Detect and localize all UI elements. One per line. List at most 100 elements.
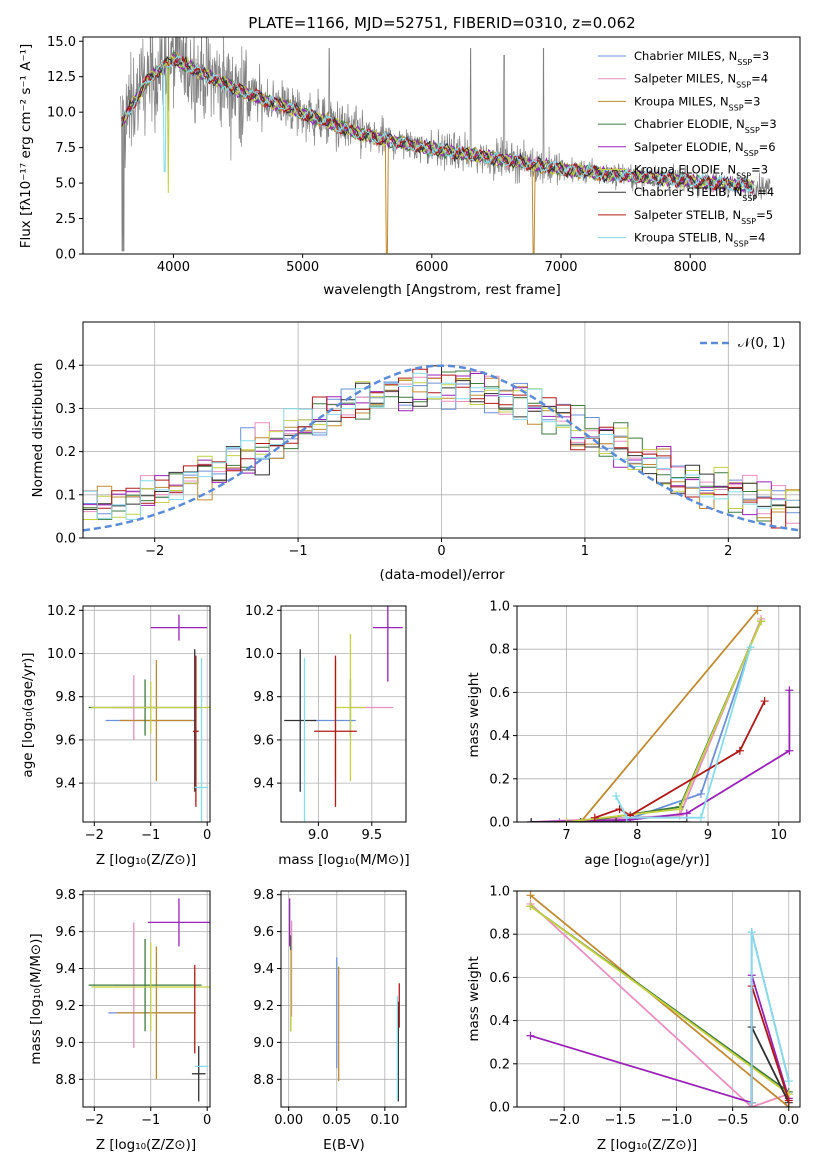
wAge-xtick-label-2: 9 bbox=[704, 828, 712, 843]
ageM-xlabel: mass [log₁₀(M/M⊙)] bbox=[278, 852, 409, 868]
histogram-xtick-label-1: −1 bbox=[289, 544, 308, 559]
ageZ-xtick-label-2: 0 bbox=[203, 828, 211, 843]
mZ-ylabel: mass [log₁₀(M/M⊙)] bbox=[28, 933, 44, 1064]
legend-entry-sub-3: SSP bbox=[745, 126, 760, 135]
wAge-ytick-label-5: 1.0 bbox=[489, 600, 510, 615]
wAge-marker-8-2 bbox=[696, 813, 705, 822]
wAge-xtick-label-1: 8 bbox=[633, 828, 641, 843]
wZ-series-1 bbox=[529, 903, 790, 1107]
ageM-xtick-label-0: 9.0 bbox=[308, 828, 329, 843]
wAge-marker-2-1 bbox=[753, 606, 762, 615]
wZ-ytick-label-5: 1.0 bbox=[489, 885, 510, 900]
wZ-series-6 bbox=[750, 1026, 790, 1104]
legend-entry-n-1: =4 bbox=[751, 72, 768, 86]
weight-vs-metallicity-plot: −2.0 −1.5 −1.0 −0.5 0.0 0.0 0.2 0.4 0.6 0.8 1.0 bbox=[489, 885, 801, 1128]
wAge-ytick-label-2: 0.4 bbox=[489, 729, 510, 744]
spectrum-xtick-label-3: 7000 bbox=[544, 260, 577, 275]
wZ-ytick-label-3: 0.6 bbox=[489, 971, 510, 986]
ageZ-frame bbox=[82, 605, 211, 823]
wAge-ytick-label-0: 0.0 bbox=[489, 816, 510, 831]
wZ-xtick-label-0: −2.0 bbox=[548, 1113, 580, 1128]
wAge-marker-3-0 bbox=[576, 818, 585, 822]
spectrum-ytick-label-1: 2.5 bbox=[55, 212, 76, 227]
spectrum-data bbox=[120, 37, 771, 254]
ageZ-xtick-label-0: −2 bbox=[85, 828, 104, 843]
legend-entry-3: Chabrier ELODIE, NSSP=3 bbox=[634, 117, 777, 135]
age-vs-metallicity-plot: −2 −1 0 9.4 9.6 9.8 10.0 10.2 bbox=[47, 604, 211, 843]
weight-vs-age-plot: 7 8 9 10 0.0 0.2 0.4 0.6 0.8 1.0 bbox=[489, 600, 801, 843]
legend-entry-n-6: =4 bbox=[757, 185, 774, 199]
spectrum-title: PLATE=1166, MJD=52751, FIBERID=0310, z=0… bbox=[248, 14, 635, 32]
wAge-marker-5-1 bbox=[675, 805, 684, 814]
legend-entry-0: Chabrier MILES, NSSP=3 bbox=[634, 49, 769, 67]
wAge-marker-8-0 bbox=[612, 792, 621, 801]
legend-entry-sub-5: SSP bbox=[736, 171, 751, 180]
mE-xtick-label-0: 0.00 bbox=[274, 1113, 303, 1128]
wAge-series-0 bbox=[559, 646, 752, 822]
ageM-ytick-label-2: 9.8 bbox=[253, 690, 274, 705]
spectrum-ytick-label-3: 7.5 bbox=[55, 141, 76, 156]
mass-vs-ebv-plot: 0.00 0.05 0.10 8.8 9.0 9.2 9.4 9.6 9.8 bbox=[253, 888, 407, 1128]
wZ-marker-2-0 bbox=[526, 891, 535, 900]
legend-entry-n-3: =3 bbox=[760, 117, 777, 131]
mE-xtick-label-1: 0.05 bbox=[322, 1113, 351, 1128]
wAge-marker-6-0 bbox=[527, 818, 536, 822]
spectrum-xtick-label-4: 8000 bbox=[674, 260, 707, 275]
wAge-series-2 bbox=[580, 609, 759, 822]
spectrum-xlabel: wavelength [Angstrom, rest frame] bbox=[323, 282, 561, 298]
legend-entry-n-8: =4 bbox=[749, 231, 766, 245]
normal-curve bbox=[83, 364, 800, 532]
spectrum-model-line-8 bbox=[121, 54, 755, 193]
spectrum-xtick-label-1: 5000 bbox=[286, 260, 319, 275]
mZ-data bbox=[88, 898, 210, 1102]
wAge-series-8 bbox=[615, 646, 752, 819]
wAge-marker-4-3 bbox=[785, 746, 794, 755]
wAge-ylabel: mass weight bbox=[466, 672, 482, 757]
legend-entry-6: Chabrier STELIB, NSSP=4 bbox=[634, 185, 774, 203]
spectrum-ytick-label-0: 0.0 bbox=[55, 248, 76, 263]
wAge-ytick-label-3: 0.6 bbox=[489, 686, 510, 701]
histogram-xtick-label-2: 0 bbox=[437, 544, 445, 559]
spectrum-xtick-label-2: 6000 bbox=[415, 260, 448, 275]
histogram-xtick-label-4: 2 bbox=[724, 544, 732, 559]
spectrum-legend: Chabrier MILES, NSSP=3 Salpeter MILES, NS… bbox=[598, 49, 777, 248]
legend-entry-sub-1: SSP bbox=[736, 80, 751, 89]
mE-ytick-label-5: 9.8 bbox=[253, 888, 274, 903]
wZ-ytick-label-0: 0.0 bbox=[489, 1101, 510, 1116]
wAge-ytick-label-4: 0.8 bbox=[489, 643, 510, 658]
ageZ-ytick-label-2: 9.8 bbox=[55, 690, 76, 705]
legend-entry-sub-6: SSP bbox=[742, 194, 757, 203]
wAge-marker-8-3 bbox=[746, 643, 755, 652]
mZ-ytick-label-3: 9.4 bbox=[55, 962, 76, 977]
legend-entry-n-2: =3 bbox=[744, 94, 761, 108]
histogram-ytick-label-1: 0.1 bbox=[55, 488, 76, 503]
mZ-ytick-label-5: 9.8 bbox=[55, 888, 76, 903]
wZ-xtick-label-1: −1.5 bbox=[605, 1113, 637, 1128]
wZ-marker-4-0 bbox=[526, 1031, 535, 1040]
wZ-ylabel: mass weight bbox=[466, 956, 482, 1041]
histogram-ytick-label-0: 0.0 bbox=[55, 532, 76, 547]
histogram-xtick-label-0: −2 bbox=[145, 544, 164, 559]
legend-entry-n-0: =3 bbox=[752, 49, 769, 63]
mZ-xlabel: Z [log₁₀(Z/Z⊙)] bbox=[96, 1137, 196, 1153]
wAge-marker-6-2 bbox=[682, 818, 691, 822]
wZ-marker-7-2 bbox=[784, 1096, 793, 1105]
spectrum-ytick-label-2: 5.0 bbox=[55, 177, 76, 192]
ageM-data bbox=[284, 606, 403, 822]
ageM-ytick-label-1: 9.6 bbox=[253, 733, 274, 748]
ageZ-xtick-label-1: −1 bbox=[141, 828, 160, 843]
wZ-ytick-label-1: 0.2 bbox=[489, 1057, 510, 1072]
wZ-ytick-label-4: 0.8 bbox=[489, 928, 510, 943]
residual-histogram-plot: −2 −1 0 1 2 0.0 0.1 0.2 0.3 0.4 bbox=[55, 321, 801, 559]
mZ-ytick-label-4: 9.6 bbox=[55, 925, 76, 940]
spectrum-ytick-label-4: 10.0 bbox=[47, 106, 76, 121]
wAge-marker-0-2 bbox=[696, 789, 705, 798]
ageZ-ytick-label-4: 10.2 bbox=[47, 604, 76, 619]
wZ-xtick-label-3: −0.5 bbox=[717, 1113, 749, 1128]
legend-entry-n-4: =6 bbox=[759, 140, 776, 154]
histogram-ytick-label-3: 0.3 bbox=[55, 402, 76, 417]
mZ-ytick-label-0: 8.8 bbox=[55, 1073, 76, 1088]
mE-xtick-label-2: 0.10 bbox=[370, 1113, 399, 1128]
wAge-marker-5-0 bbox=[562, 818, 571, 822]
wZ-xtick-label-4: 0.0 bbox=[778, 1113, 799, 1128]
